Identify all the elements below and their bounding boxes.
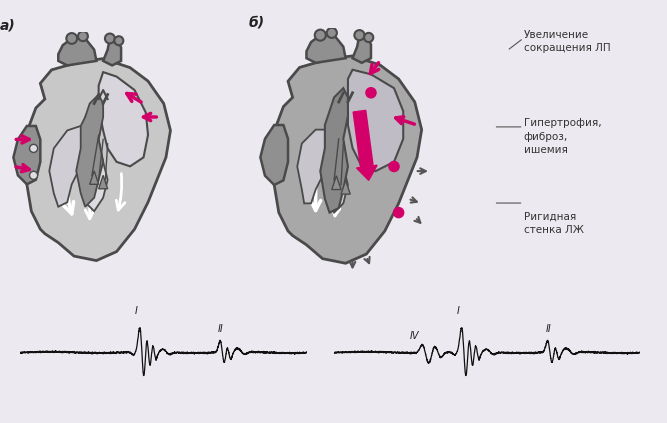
Text: I: I: [456, 306, 459, 316]
Circle shape: [389, 162, 399, 172]
Polygon shape: [49, 126, 85, 207]
Polygon shape: [353, 35, 371, 63]
Polygon shape: [58, 38, 97, 66]
Circle shape: [29, 171, 37, 179]
Polygon shape: [13, 126, 40, 184]
Polygon shape: [27, 59, 171, 261]
Polygon shape: [325, 111, 348, 213]
FancyArrow shape: [353, 110, 377, 180]
Circle shape: [327, 28, 337, 38]
Polygon shape: [99, 175, 107, 189]
Circle shape: [366, 88, 376, 98]
Polygon shape: [306, 35, 346, 63]
Polygon shape: [89, 171, 99, 184]
Circle shape: [114, 36, 123, 45]
Text: Увеличение
сокращения ЛП: Увеличение сокращения ЛП: [524, 30, 610, 53]
Polygon shape: [348, 70, 404, 171]
Circle shape: [394, 208, 404, 218]
Polygon shape: [103, 38, 121, 66]
Polygon shape: [297, 129, 329, 203]
Circle shape: [354, 30, 365, 40]
Circle shape: [29, 144, 37, 152]
Polygon shape: [99, 72, 148, 166]
Polygon shape: [76, 95, 103, 207]
Polygon shape: [260, 125, 288, 185]
Circle shape: [105, 33, 115, 44]
Circle shape: [364, 33, 374, 42]
Text: IV: IV: [410, 331, 420, 341]
Text: б): б): [248, 15, 265, 29]
Text: Ригидная
стенка ЛЖ: Ригидная стенка ЛЖ: [524, 212, 584, 235]
Text: II: II: [546, 324, 551, 334]
Polygon shape: [320, 88, 348, 213]
Text: а): а): [0, 19, 15, 33]
Circle shape: [78, 31, 88, 41]
Circle shape: [315, 30, 325, 41]
Text: II: II: [218, 324, 223, 334]
Text: Гипертрофия,
фиброз,
ишемия: Гипертрофия, фиброз, ишемия: [524, 118, 601, 155]
Polygon shape: [331, 176, 341, 190]
Polygon shape: [81, 104, 107, 211]
Text: I: I: [135, 306, 137, 316]
Circle shape: [66, 33, 77, 44]
Polygon shape: [274, 56, 422, 263]
Polygon shape: [341, 180, 350, 194]
